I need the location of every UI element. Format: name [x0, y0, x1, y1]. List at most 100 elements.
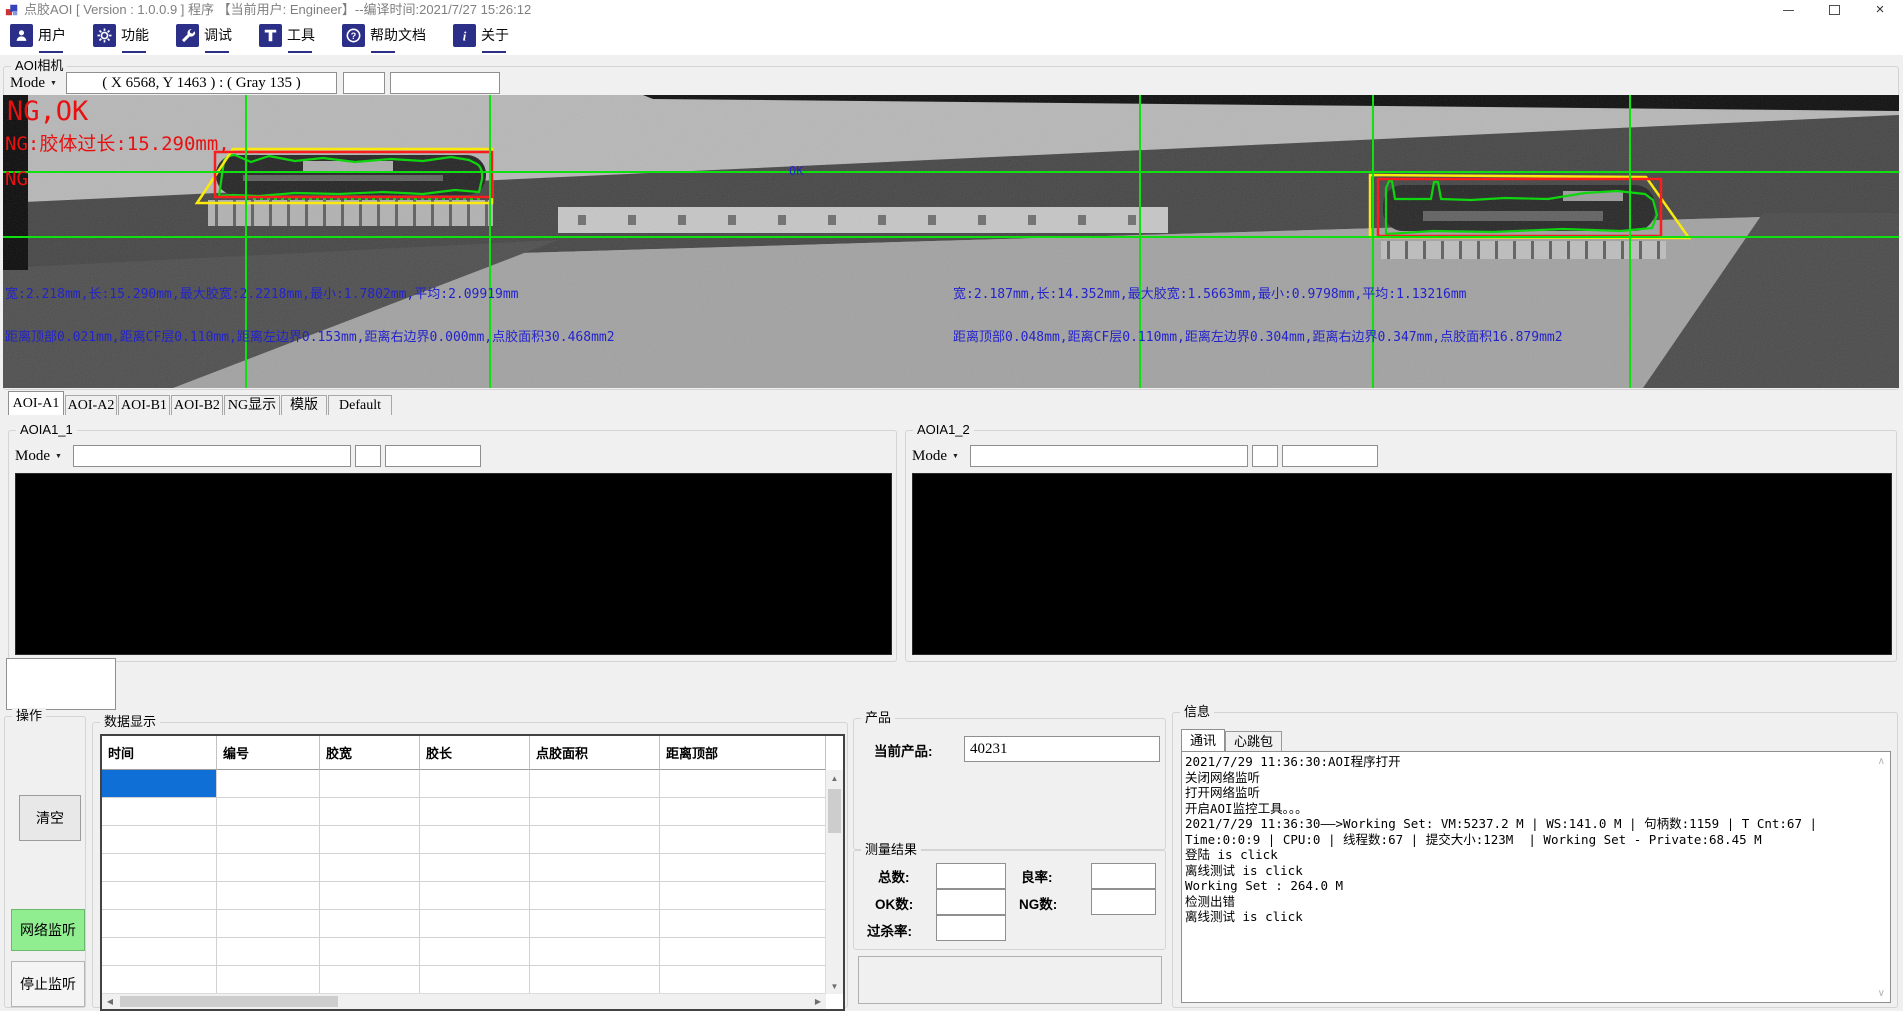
column-header-6[interactable]: 距离顶部	[660, 736, 826, 770]
comm-log[interactable]: 2021/7/29 11:36:30:AOI程序打开 关闭网络监听 打开网络监听…	[1181, 751, 1891, 1003]
current-product-field[interactable]: 40231	[964, 736, 1160, 762]
table-cell[interactable]	[420, 910, 530, 938]
tab-ng[interactable]: NG显示	[224, 395, 280, 415]
column-header-3[interactable]: 胶宽	[320, 736, 420, 770]
table-cell[interactable]	[102, 826, 217, 854]
table-cell[interactable]	[320, 882, 420, 910]
tab-aoia1[interactable]: AOI-A1	[8, 391, 64, 415]
table-cell[interactable]	[102, 882, 217, 910]
scroll-down-arrow[interactable]: ▼	[826, 978, 843, 994]
table-cell[interactable]	[660, 770, 826, 798]
table-cell[interactable]	[217, 854, 320, 882]
table-vscrollbar[interactable]: ▲ ▼	[825, 770, 843, 994]
gear-icon	[93, 23, 116, 47]
table-cell[interactable]	[660, 910, 826, 938]
column-header-2[interactable]: 编号	[217, 736, 320, 770]
side-list-box[interactable]	[6, 658, 116, 710]
table-cell[interactable]	[217, 910, 320, 938]
table-cell[interactable]	[320, 966, 420, 994]
ok-count-label: OK数:	[875, 897, 914, 912]
scroll-left-arrow[interactable]: ◀	[102, 994, 118, 1009]
clear-button[interactable]: 清空	[19, 795, 81, 841]
network-listen-button[interactable]: 网络监听	[11, 909, 85, 951]
subview-right-mode-dropdown[interactable]: Mode ▼	[912, 445, 959, 467]
camera-image[interactable]: NG,OK NG:胶体过长:15.290mm, NG OK 宽:2.218mm,…	[3, 95, 1899, 388]
table-cell[interactable]	[530, 966, 660, 994]
scroll-up-icon[interactable]: ∧	[1877, 756, 1885, 767]
table-cell[interactable]	[420, 854, 530, 882]
table-cell[interactable]	[420, 770, 530, 798]
vscroll-thumb[interactable]	[828, 789, 841, 833]
toolbar-item-help[interactable]: ? 帮助文档	[340, 23, 428, 53]
table-cell[interactable]	[217, 798, 320, 826]
table-cell[interactable]	[217, 966, 320, 994]
tab-default[interactable]: Default	[328, 395, 392, 415]
table-cell[interactable]	[660, 938, 826, 966]
table-cell[interactable]	[320, 854, 420, 882]
table-cell[interactable]	[102, 938, 217, 966]
table-cell[interactable]	[660, 854, 826, 882]
table-cell[interactable]	[660, 882, 826, 910]
toolbar-item-debug[interactable]: 调试	[174, 23, 234, 53]
table-cell[interactable]	[530, 854, 660, 882]
stop-listen-button[interactable]: 停止监听	[11, 961, 85, 1007]
scroll-up-arrow[interactable]: ▲	[826, 770, 843, 786]
column-header-4[interactable]: 胶长	[420, 736, 530, 770]
data-table[interactable]: 时间 编号 胶宽 胶长 点胶面积 距离顶部 ▲ ▼ ◀ ▶	[100, 734, 845, 1011]
operations-panel: 操作 清空 网络监听 停止监听	[4, 708, 86, 1008]
table-cell[interactable]	[660, 966, 826, 994]
table-cell[interactable]	[530, 826, 660, 854]
toolbar-item-function[interactable]: 功能	[91, 23, 151, 53]
table-cell[interactable]	[530, 798, 660, 826]
table-cell[interactable]	[420, 826, 530, 854]
table-cell[interactable]	[217, 938, 320, 966]
table-cell[interactable]	[320, 798, 420, 826]
table-cell[interactable]	[660, 798, 826, 826]
subview-left-panel: AOIA1_1 Mode ▼	[8, 422, 897, 662]
table-cell[interactable]	[217, 826, 320, 854]
column-header-5[interactable]: 点胶面积	[530, 736, 660, 770]
table-cell[interactable]	[530, 910, 660, 938]
table-cell[interactable]	[102, 798, 217, 826]
table-cell[interactable]	[530, 770, 660, 798]
yield-field	[1091, 863, 1156, 889]
column-header-1[interactable]: 时间	[102, 736, 217, 770]
tab-[interactable]: 模版	[281, 395, 327, 415]
table-cell[interactable]	[102, 854, 217, 882]
tab-aoia2[interactable]: AOI-A2	[65, 395, 117, 415]
table-cell[interactable]	[320, 770, 420, 798]
maximize-button[interactable]	[1811, 0, 1857, 20]
table-cell[interactable]	[217, 882, 320, 910]
toolbar-item-tools[interactable]: 工具	[257, 23, 317, 53]
table-hscrollbar[interactable]: ◀ ▶	[102, 993, 826, 1009]
table-cell[interactable]	[102, 910, 217, 938]
table-cell[interactable]	[102, 966, 217, 994]
table-cell[interactable]	[530, 882, 660, 910]
table-cell[interactable]	[530, 938, 660, 966]
info-tab-2[interactable]: 心跳包	[1225, 731, 1283, 751]
toolbar-item-about[interactable]: i 关于	[451, 23, 511, 53]
table-cell[interactable]	[320, 938, 420, 966]
tab-aoib2[interactable]: AOI-B2	[171, 395, 223, 415]
table-cell[interactable]	[217, 770, 320, 798]
table-cell[interactable]	[660, 826, 826, 854]
table-cell[interactable]	[420, 938, 530, 966]
table-cell[interactable]	[320, 826, 420, 854]
minimize-button[interactable]	[1765, 0, 1811, 20]
camera-mode-dropdown[interactable]: Mode ▼	[10, 72, 57, 94]
subview-left-image[interactable]	[15, 473, 892, 655]
subview-right-image[interactable]	[912, 473, 1892, 655]
scroll-down-icon[interactable]: ∨	[1877, 988, 1885, 999]
selected-cell[interactable]	[102, 770, 217, 798]
table-cell[interactable]	[320, 910, 420, 938]
scroll-right-arrow[interactable]: ▶	[810, 994, 826, 1009]
tab-aoib1[interactable]: AOI-B1	[118, 395, 170, 415]
table-cell[interactable]	[420, 882, 530, 910]
close-button[interactable]: ×	[1857, 0, 1903, 20]
hscroll-thumb[interactable]	[120, 996, 338, 1007]
toolbar-item-user[interactable]: 用户	[8, 23, 68, 53]
subview-left-mode-dropdown[interactable]: Mode ▼	[15, 445, 62, 467]
table-cell[interactable]	[420, 798, 530, 826]
table-cell[interactable]	[420, 966, 530, 994]
info-tab-1[interactable]: 通讯	[1181, 729, 1226, 751]
